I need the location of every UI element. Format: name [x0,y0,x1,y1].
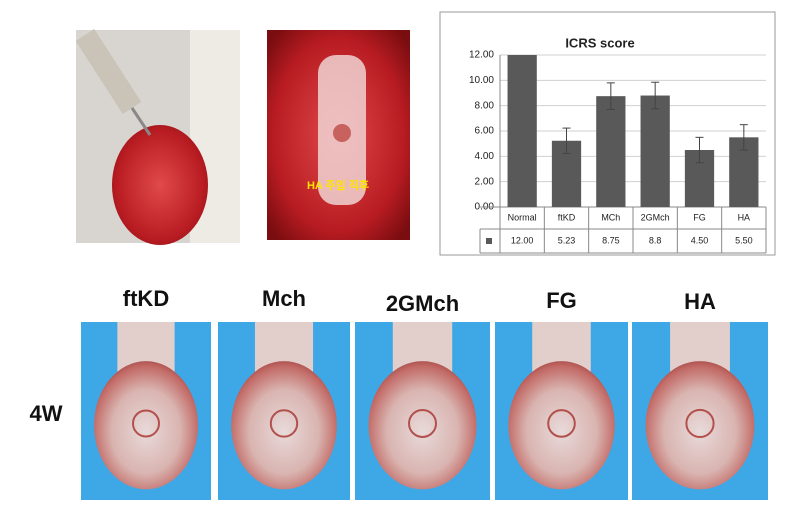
photo-defect: HA 주입 직후 [267,30,410,240]
panel-label: 2GMch [386,291,459,316]
y-tick-label: 10.00 [469,75,494,86]
x-tick-label: MCh [601,212,620,222]
x-tick-label: 2GMch [641,212,670,222]
value-label: 12.00 [511,235,534,245]
panel-label: ftKD [123,286,169,311]
x-tick-label: Normal [508,212,537,222]
photo-injection [75,29,240,245]
photo-knee [508,361,615,490]
photo-defect [685,408,715,439]
y-tick-label: 2.00 [475,176,495,187]
bar [640,95,670,207]
y-tick-label: 8.00 [475,100,495,111]
photo-defect [132,409,160,438]
photo-row: ftKD Mch 2GMch FG HA [81,286,768,500]
x-tick-label: ftKD [558,212,576,222]
panel-label: HA [684,289,716,314]
chart-title: ICRS score [565,35,634,50]
y-tick-label: 12.00 [469,50,494,61]
panel-label: Mch [262,286,306,311]
panel-label: FG [546,288,577,313]
value-label: 8.8 [649,235,662,245]
value-label: 5.23 [558,235,576,245]
value-label: 4.50 [691,235,709,245]
photo-knee [231,361,337,490]
bar [507,55,537,207]
photo-defect [547,409,576,438]
value-label: 8.75 [602,235,620,245]
photo-defect [269,409,299,438]
bar [596,96,626,207]
y-tick-label: 6.00 [475,126,495,137]
photo-knee [645,361,755,490]
photo-knee [94,361,198,490]
inset-label: HA 주입 직후 [307,178,369,192]
x-tick-label: HA [738,212,751,222]
x-tick-label: FG [693,212,706,222]
legend-key [486,238,492,244]
value-label: 5.50 [735,235,753,245]
photo-defect [408,408,437,438]
photo-knee [368,361,477,490]
y-tick-label: 4.00 [475,151,495,162]
row-label: 4W [30,401,63,426]
chart: 0.002.004.006.008.0010.0012.00Normal12.0… [469,50,767,254]
